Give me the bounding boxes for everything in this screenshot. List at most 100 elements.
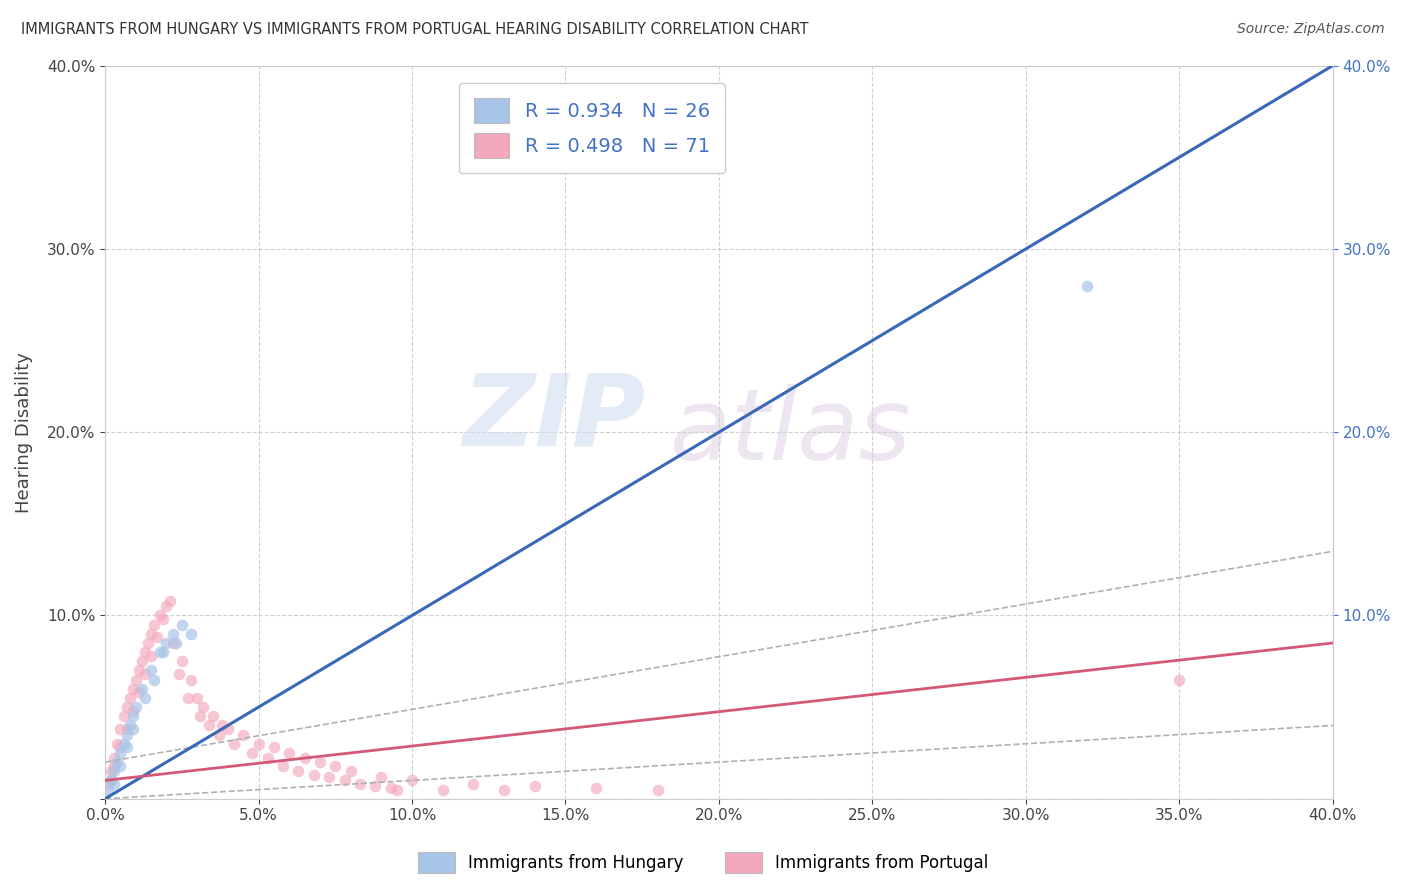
Point <box>131 681 153 696</box>
Point <box>170 617 193 632</box>
Point <box>294 751 316 765</box>
Point <box>585 780 607 795</box>
Text: IMMIGRANTS FROM HUNGARY VS IMMIGRANTS FROM PORTUGAL HEARING DISABILITY CORRELATI: IMMIGRANTS FROM HUNGARY VS IMMIGRANTS FR… <box>21 22 808 37</box>
Text: atlas: atlas <box>669 384 911 481</box>
Point <box>370 770 392 784</box>
Point <box>180 627 202 641</box>
Point <box>364 779 387 793</box>
Point <box>647 782 669 797</box>
Point <box>149 645 172 659</box>
Point <box>121 681 143 696</box>
Point <box>263 740 285 755</box>
Point <box>149 608 172 623</box>
Point <box>302 768 325 782</box>
Point <box>115 722 138 736</box>
Point <box>125 673 148 687</box>
Point <box>131 654 153 668</box>
Point <box>271 758 294 772</box>
Point <box>349 777 371 791</box>
Point <box>162 627 184 641</box>
Point <box>100 773 122 788</box>
Point <box>278 746 301 760</box>
Point <box>432 782 454 797</box>
Point <box>141 664 163 678</box>
Point <box>128 685 150 699</box>
Point <box>134 645 156 659</box>
Point <box>97 782 120 797</box>
Point <box>333 773 356 788</box>
Point <box>523 779 546 793</box>
Point <box>165 636 187 650</box>
Point <box>170 654 193 668</box>
Point <box>155 599 177 614</box>
Point <box>155 636 177 650</box>
Point <box>152 645 174 659</box>
Point <box>103 764 125 779</box>
Point <box>232 728 254 742</box>
Point <box>118 690 141 705</box>
Point <box>188 709 211 723</box>
Point <box>136 636 159 650</box>
Point <box>198 718 221 732</box>
Point <box>242 746 264 760</box>
Point <box>121 722 143 736</box>
Point <box>100 764 122 779</box>
Point <box>380 780 402 795</box>
Point <box>339 764 361 779</box>
Point <box>103 758 125 772</box>
Point <box>143 673 166 687</box>
Point <box>118 718 141 732</box>
Point <box>110 758 132 772</box>
Point <box>167 667 190 681</box>
Point <box>177 690 200 705</box>
Point <box>121 709 143 723</box>
Point <box>217 722 239 736</box>
Point <box>186 690 208 705</box>
Y-axis label: Hearing Disability: Hearing Disability <box>15 351 32 513</box>
Point <box>201 709 224 723</box>
Point <box>141 648 163 663</box>
Point <box>103 777 125 791</box>
Point <box>110 746 132 760</box>
Point <box>110 722 132 736</box>
Point <box>159 594 181 608</box>
Point <box>97 777 120 791</box>
Point <box>323 758 346 772</box>
Point <box>115 700 138 714</box>
Point <box>494 782 516 797</box>
Point <box>1076 278 1098 293</box>
Point <box>318 770 340 784</box>
Text: Source: ZipAtlas.com: Source: ZipAtlas.com <box>1237 22 1385 37</box>
Point <box>105 755 128 769</box>
Point <box>103 751 125 765</box>
Point <box>463 777 485 791</box>
Point <box>193 700 215 714</box>
Point <box>1168 673 1191 687</box>
Point <box>134 690 156 705</box>
Point <box>121 704 143 718</box>
Point <box>143 617 166 632</box>
Point <box>134 667 156 681</box>
Point <box>110 740 132 755</box>
Point <box>309 755 332 769</box>
Point <box>125 700 148 714</box>
Point <box>115 740 138 755</box>
Point <box>401 773 423 788</box>
Point <box>211 718 233 732</box>
Text: ZIP: ZIP <box>463 369 645 466</box>
Point <box>112 709 135 723</box>
Point <box>152 612 174 626</box>
Point <box>247 737 270 751</box>
Point <box>287 764 309 779</box>
Point <box>180 673 202 687</box>
Point <box>385 782 408 797</box>
Point <box>115 728 138 742</box>
Legend: Immigrants from Hungary, Immigrants from Portugal: Immigrants from Hungary, Immigrants from… <box>411 846 995 880</box>
Point <box>112 737 135 751</box>
Point <box>141 627 163 641</box>
Point <box>128 664 150 678</box>
Point <box>100 773 122 788</box>
Point <box>256 751 278 765</box>
Legend: R = 0.934   N = 26, R = 0.498   N = 71: R = 0.934 N = 26, R = 0.498 N = 71 <box>458 83 725 173</box>
Point <box>146 631 169 645</box>
